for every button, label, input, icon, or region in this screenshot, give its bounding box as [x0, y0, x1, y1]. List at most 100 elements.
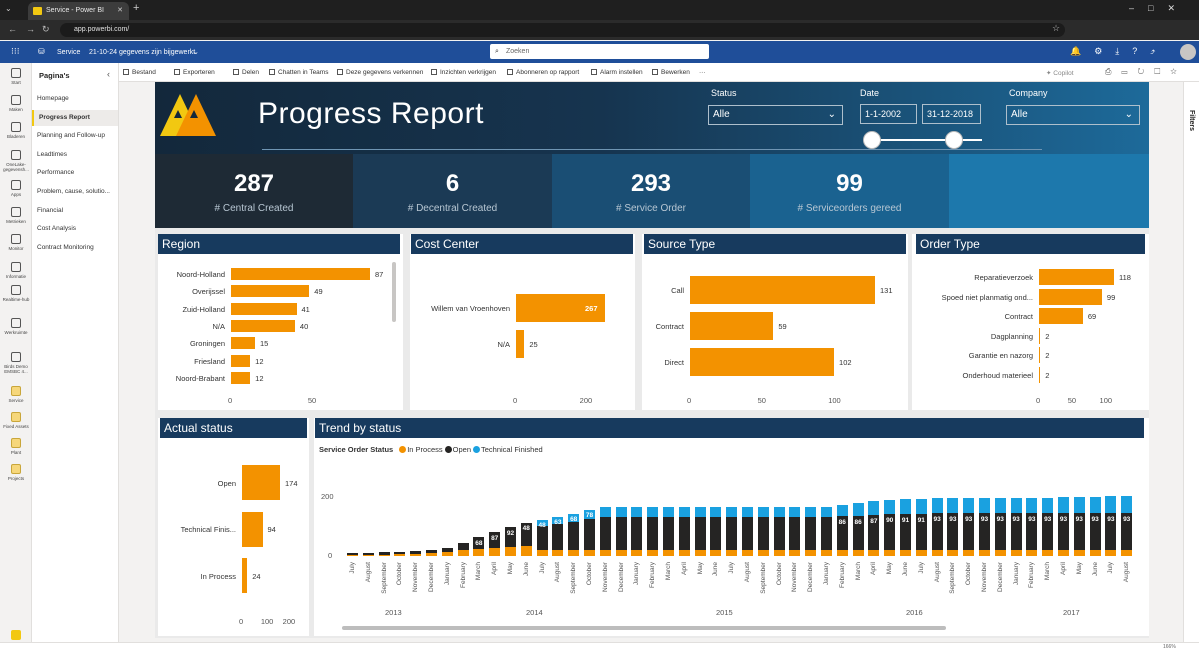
bar-source[interactable] [690, 348, 835, 376]
app-launcher-icon[interactable]: ⁝⁝⁝ [11, 46, 20, 56]
bar-in-process[interactable] [1073, 550, 1085, 556]
bar-in-process[interactable] [931, 550, 943, 556]
bar-technical-finished[interactable] [852, 502, 864, 516]
url-field[interactable]: app.powerbi.com/ [60, 23, 1065, 37]
bar-technical-finished[interactable] [742, 507, 753, 517]
bar-open[interactable] [947, 513, 959, 551]
bar-in-process[interactable] [915, 550, 927, 556]
bar-open[interactable] [821, 516, 832, 551]
bar-in-process[interactable] [584, 550, 595, 556]
bar-technical-finished[interactable] [1121, 496, 1133, 514]
bar-in-process[interactable] [378, 554, 390, 556]
bar-in-process[interactable] [947, 550, 959, 556]
bar-technical-finished[interactable] [931, 498, 943, 514]
bar-technical-finished[interactable] [678, 507, 690, 517]
bar-open[interactable] [441, 548, 453, 553]
visual-actual[interactable] [158, 418, 309, 636]
bar-in-process[interactable] [836, 550, 848, 556]
bar-in-process[interactable] [1010, 550, 1022, 556]
bar-open[interactable] [979, 513, 990, 551]
bar-in-process[interactable] [710, 550, 722, 556]
bar-in-process[interactable] [1121, 550, 1133, 556]
bar-in-process[interactable] [805, 550, 817, 556]
bar-open[interactable] [1089, 513, 1101, 551]
bar-ordertype[interactable] [1039, 327, 1041, 344]
bar-in-process[interactable] [520, 546, 532, 556]
bar-region[interactable] [231, 285, 310, 298]
bar-open[interactable] [884, 514, 896, 551]
bar-open[interactable] [362, 552, 374, 555]
filters-pane[interactable]: Filters [1183, 82, 1199, 642]
kpi-card-decentral[interactable]: 6 # Decentral Created [353, 154, 552, 228]
bar-technical-finished[interactable] [884, 500, 896, 515]
bar-in-process[interactable] [1042, 550, 1054, 556]
bar-technical-finished[interactable] [536, 520, 548, 526]
bar-region[interactable] [231, 371, 251, 384]
bar-in-process[interactable] [615, 550, 627, 556]
toolbar-subscribe-button[interactable]: Abonneren op rapport [507, 69, 579, 76]
bar-in-process[interactable] [489, 548, 501, 556]
bookmark-star-icon[interactable]: ☆ [1052, 23, 1061, 33]
bar-technical-finished[interactable] [994, 497, 1006, 514]
bar-open[interactable] [584, 519, 595, 551]
bar-technical-finished[interactable] [868, 500, 880, 516]
search-input[interactable]: ⌕ Zoeken [490, 44, 709, 59]
visual-ordertype[interactable] [912, 234, 1149, 410]
horizontal-scrollbar[interactable] [342, 626, 946, 630]
bar-technical-finished[interactable] [1089, 496, 1101, 514]
bar-technical-finished[interactable] [1073, 496, 1085, 514]
bar-open[interactable] [489, 532, 501, 548]
tab-menu-icon[interactable]: ⌄ [5, 4, 12, 13]
bar-technical-finished[interactable] [1105, 496, 1117, 514]
bar-technical-finished[interactable] [963, 498, 975, 514]
bar-technical-finished[interactable] [1058, 497, 1069, 514]
bar-actual[interactable] [242, 558, 248, 593]
rail-item-9[interactable]: Werkruimte [0, 318, 32, 335]
bar-region[interactable] [231, 268, 370, 280]
bar-in-process[interactable] [536, 550, 548, 556]
bar-open[interactable] [615, 516, 627, 551]
bar-open[interactable] [347, 553, 358, 556]
bar-open[interactable] [773, 516, 785, 551]
bar-in-process[interactable] [568, 550, 580, 556]
bar-open[interactable] [963, 513, 975, 551]
toolbar-more-button[interactable]: ··· [699, 69, 706, 76]
bar-in-process[interactable] [457, 550, 469, 556]
page-item-progress-report[interactable]: Progress Report [32, 109, 118, 126]
bar-open[interactable] [505, 527, 516, 548]
company-dropdown[interactable]: Alle ⌄ [1006, 105, 1140, 125]
bar-technical-finished[interactable] [710, 507, 722, 517]
bar-source[interactable] [690, 276, 875, 304]
bar-technical-finished[interactable] [552, 516, 564, 524]
bar-open[interactable] [552, 524, 564, 551]
bar-open[interactable] [631, 516, 643, 551]
visual-costcenter[interactable] [410, 234, 635, 410]
bar-technical-finished[interactable] [1010, 497, 1022, 514]
reload-icon[interactable]: ↻ [42, 24, 50, 34]
date-to-input[interactable]: 31-12-2018 [922, 104, 981, 124]
scrollbar[interactable] [392, 262, 396, 322]
bar-technical-finished[interactable] [979, 498, 990, 514]
bar-in-process[interactable] [1026, 550, 1038, 556]
bar-open[interactable] [410, 551, 422, 554]
bar-region[interactable] [231, 302, 297, 315]
bar-technical-finished[interactable] [805, 507, 817, 517]
bar-open[interactable] [378, 552, 390, 555]
bar-ordertype[interactable] [1039, 367, 1041, 383]
bar-in-process[interactable] [631, 550, 643, 556]
bar-technical-finished[interactable] [915, 499, 927, 514]
bar-open[interactable] [852, 515, 864, 551]
bar-open[interactable] [1026, 513, 1038, 551]
page-item-leadtimes[interactable]: Leadtimes [37, 150, 67, 158]
legend-item[interactable]: Open [452, 445, 471, 454]
toolbar-export-button[interactable]: Exporteren [174, 69, 215, 76]
bar-technical-finished[interactable] [773, 507, 785, 517]
bar-open[interactable] [568, 521, 580, 551]
bar-technical-finished[interactable] [599, 507, 611, 517]
kpi-card-service-order[interactable]: 293 # Service Order [552, 154, 750, 228]
bar-open[interactable] [868, 515, 880, 551]
bar-source[interactable] [690, 312, 774, 340]
page-item-performance[interactable]: Performance [37, 169, 75, 177]
bar-in-process[interactable] [773, 550, 785, 556]
dataset-updated-text[interactable]: 21-10-24 gegevens zijn bijgewerkt [89, 49, 196, 56]
